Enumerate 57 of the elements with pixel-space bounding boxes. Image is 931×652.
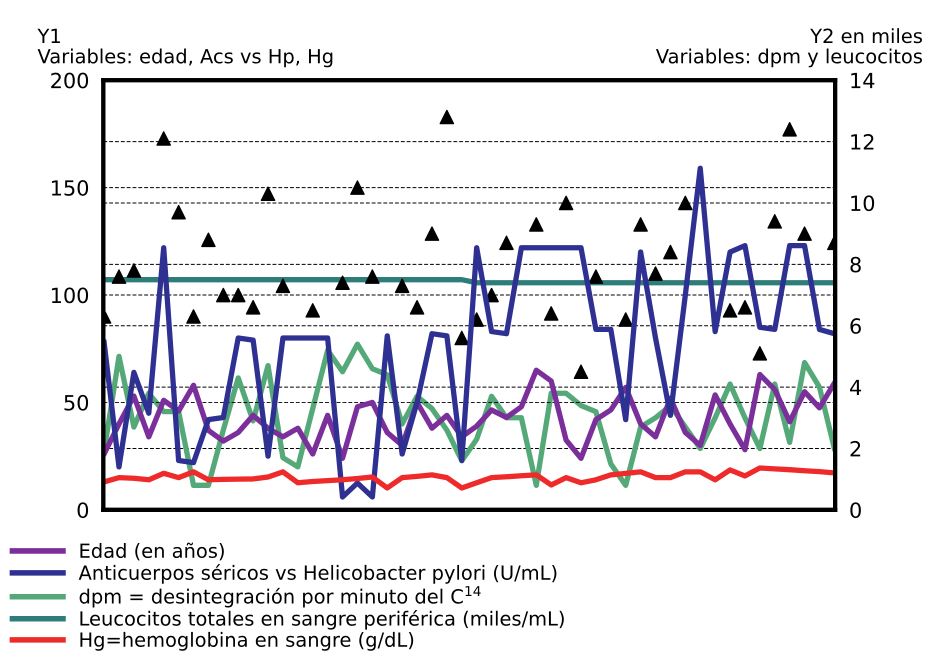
point [305, 303, 320, 318]
legend-label: Hg=hemoglobina en sangre (g/dL) [80, 632, 414, 651]
point [186, 309, 201, 324]
y-axis-title: Y1 Variables: edad, Acs vs Hp, Hg [37, 28, 332, 68]
point [663, 244, 678, 260]
point [410, 300, 424, 315]
point [365, 269, 380, 284]
y-tick-label: 100 [52, 287, 88, 304]
point [276, 278, 290, 294]
y2-tick-label: 2 [850, 440, 860, 456]
legend-label: dpm = desintegración por minuto del C$^{14}$ [80, 586, 481, 608]
point [588, 269, 604, 284]
y-tick-label: 150 [52, 180, 88, 196]
point [126, 263, 142, 278]
point [260, 186, 276, 202]
point [648, 266, 663, 281]
legend-label: Leucocitos totales en sangre periférica (miles/mL) [80, 610, 564, 630]
y2-tick-label: 10 [851, 195, 874, 212]
point [424, 226, 440, 241]
point [171, 204, 186, 220]
point [216, 288, 231, 302]
point [440, 110, 454, 124]
point [558, 196, 574, 210]
legend-label: Anticuerpos séricos vs Helicobacter pylori (U/mL) [78, 564, 556, 584]
y2-axis-title: Y2 en miles Variables: dpm y leucocitos [656, 28, 922, 68]
point [454, 330, 470, 346]
y2-tick-label: 4 [850, 380, 862, 396]
point [782, 122, 797, 137]
legend-label: Edad (en años) [80, 542, 224, 560]
point [246, 300, 260, 315]
point [678, 196, 693, 210]
y2-tick-label: 8 [850, 256, 861, 273]
y2-tick-label: 6 [850, 318, 861, 334]
point [499, 236, 514, 250]
point [394, 278, 410, 294]
point [797, 226, 812, 241]
point [722, 303, 738, 318]
y-tick-label: 0 [78, 502, 88, 518]
point [335, 275, 350, 290]
point [112, 269, 126, 284]
point [201, 232, 216, 248]
point [156, 131, 171, 146]
y-tick-label: 50 [64, 394, 88, 411]
y-tick-label: 200 [51, 72, 88, 88]
point [738, 300, 752, 315]
point [350, 180, 365, 195]
point [544, 306, 558, 321]
point [618, 312, 633, 327]
y2-tick-label: 0 [850, 502, 861, 518]
point [752, 346, 768, 361]
point [574, 364, 588, 380]
point [767, 214, 782, 229]
point [633, 217, 648, 232]
y2-tick-label: 14 [851, 72, 874, 88]
point [529, 217, 544, 232]
y2-tick-label: 12 [851, 134, 874, 150]
point [230, 288, 246, 302]
